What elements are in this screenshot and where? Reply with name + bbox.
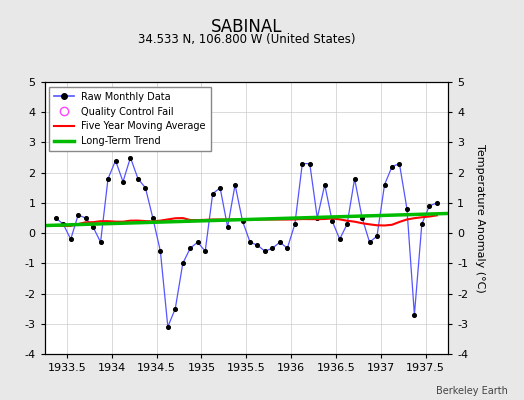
Point bbox=[418, 221, 426, 227]
Point bbox=[321, 182, 329, 188]
Point bbox=[238, 218, 247, 224]
Point bbox=[112, 157, 120, 164]
Point bbox=[433, 200, 441, 206]
Point bbox=[276, 239, 284, 245]
Point bbox=[253, 242, 261, 248]
Point bbox=[351, 176, 359, 182]
Point bbox=[298, 160, 307, 167]
Point bbox=[283, 245, 291, 252]
Point bbox=[343, 221, 351, 227]
Point bbox=[209, 191, 217, 197]
Point bbox=[134, 176, 142, 182]
Point bbox=[395, 160, 403, 167]
Text: 34.533 N, 106.800 W (United States): 34.533 N, 106.800 W (United States) bbox=[137, 33, 355, 46]
Point bbox=[119, 178, 127, 185]
Text: Berkeley Earth: Berkeley Earth bbox=[436, 386, 508, 396]
Point bbox=[373, 233, 381, 239]
Point bbox=[193, 239, 202, 245]
Point bbox=[59, 221, 68, 227]
Point bbox=[149, 215, 157, 221]
Y-axis label: Temperature Anomaly (°C): Temperature Anomaly (°C) bbox=[475, 144, 485, 292]
Point bbox=[223, 224, 232, 230]
Point bbox=[81, 215, 90, 221]
Point bbox=[231, 182, 239, 188]
Point bbox=[403, 206, 411, 212]
Point bbox=[388, 164, 396, 170]
Point bbox=[179, 260, 187, 266]
Point bbox=[186, 245, 194, 252]
Point bbox=[74, 212, 82, 218]
Point bbox=[171, 306, 179, 312]
Point bbox=[261, 248, 269, 254]
Point bbox=[365, 239, 374, 245]
Point bbox=[335, 236, 344, 242]
Point bbox=[380, 182, 389, 188]
Point bbox=[126, 154, 135, 161]
Legend: Raw Monthly Data, Quality Control Fail, Five Year Moving Average, Long-Term Tren: Raw Monthly Data, Quality Control Fail, … bbox=[49, 87, 211, 151]
Point bbox=[163, 324, 172, 330]
Text: SABINAL: SABINAL bbox=[211, 18, 282, 36]
Point bbox=[291, 221, 299, 227]
Point bbox=[104, 176, 112, 182]
Point bbox=[268, 245, 277, 252]
Point bbox=[51, 215, 60, 221]
Point bbox=[156, 248, 165, 254]
Point bbox=[141, 184, 150, 191]
Point bbox=[313, 215, 322, 221]
Point bbox=[246, 239, 254, 245]
Point bbox=[328, 218, 336, 224]
Point bbox=[67, 236, 75, 242]
Point bbox=[425, 203, 433, 209]
Point bbox=[96, 239, 105, 245]
Point bbox=[201, 248, 210, 254]
Point bbox=[216, 184, 224, 191]
Point bbox=[305, 160, 314, 167]
Point bbox=[358, 215, 366, 221]
Point bbox=[89, 224, 97, 230]
Point bbox=[410, 312, 419, 318]
